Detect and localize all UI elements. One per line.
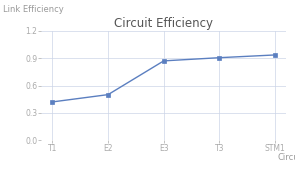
- Text: Link Efficiency: Link Efficiency: [3, 5, 64, 14]
- X-axis label: Circuit: Circuit: [277, 153, 295, 162]
- Title: Circuit Efficiency: Circuit Efficiency: [114, 17, 213, 30]
